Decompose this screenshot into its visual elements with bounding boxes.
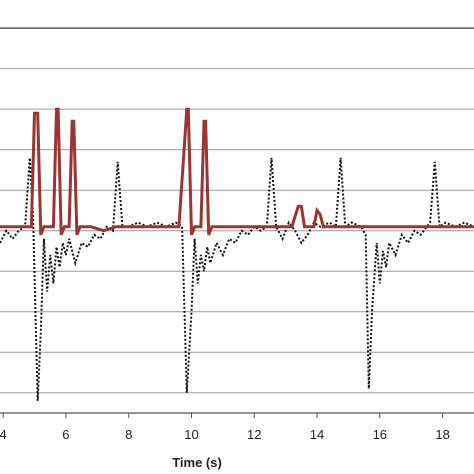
x-tick-label: 16 xyxy=(373,427,387,442)
x-tick-label: 6 xyxy=(62,427,69,442)
x-tick-label: 10 xyxy=(184,427,198,442)
x-tick-label: 14 xyxy=(310,427,324,442)
series-line-dotted xyxy=(0,157,474,401)
x-axis xyxy=(0,412,474,418)
x-tick-label: 4 xyxy=(0,427,7,442)
x-tick-label: 8 xyxy=(125,427,132,442)
x-tick-label: 18 xyxy=(435,427,449,442)
series-line-solid xyxy=(0,107,474,236)
tick-labels: 4 6 8 10 12 14 16 18 xyxy=(0,427,450,442)
gridlines xyxy=(0,27,474,394)
x-axis-title: Time (s) xyxy=(172,455,222,470)
x-tick-label: 12 xyxy=(247,427,261,442)
series-layer xyxy=(0,107,474,401)
